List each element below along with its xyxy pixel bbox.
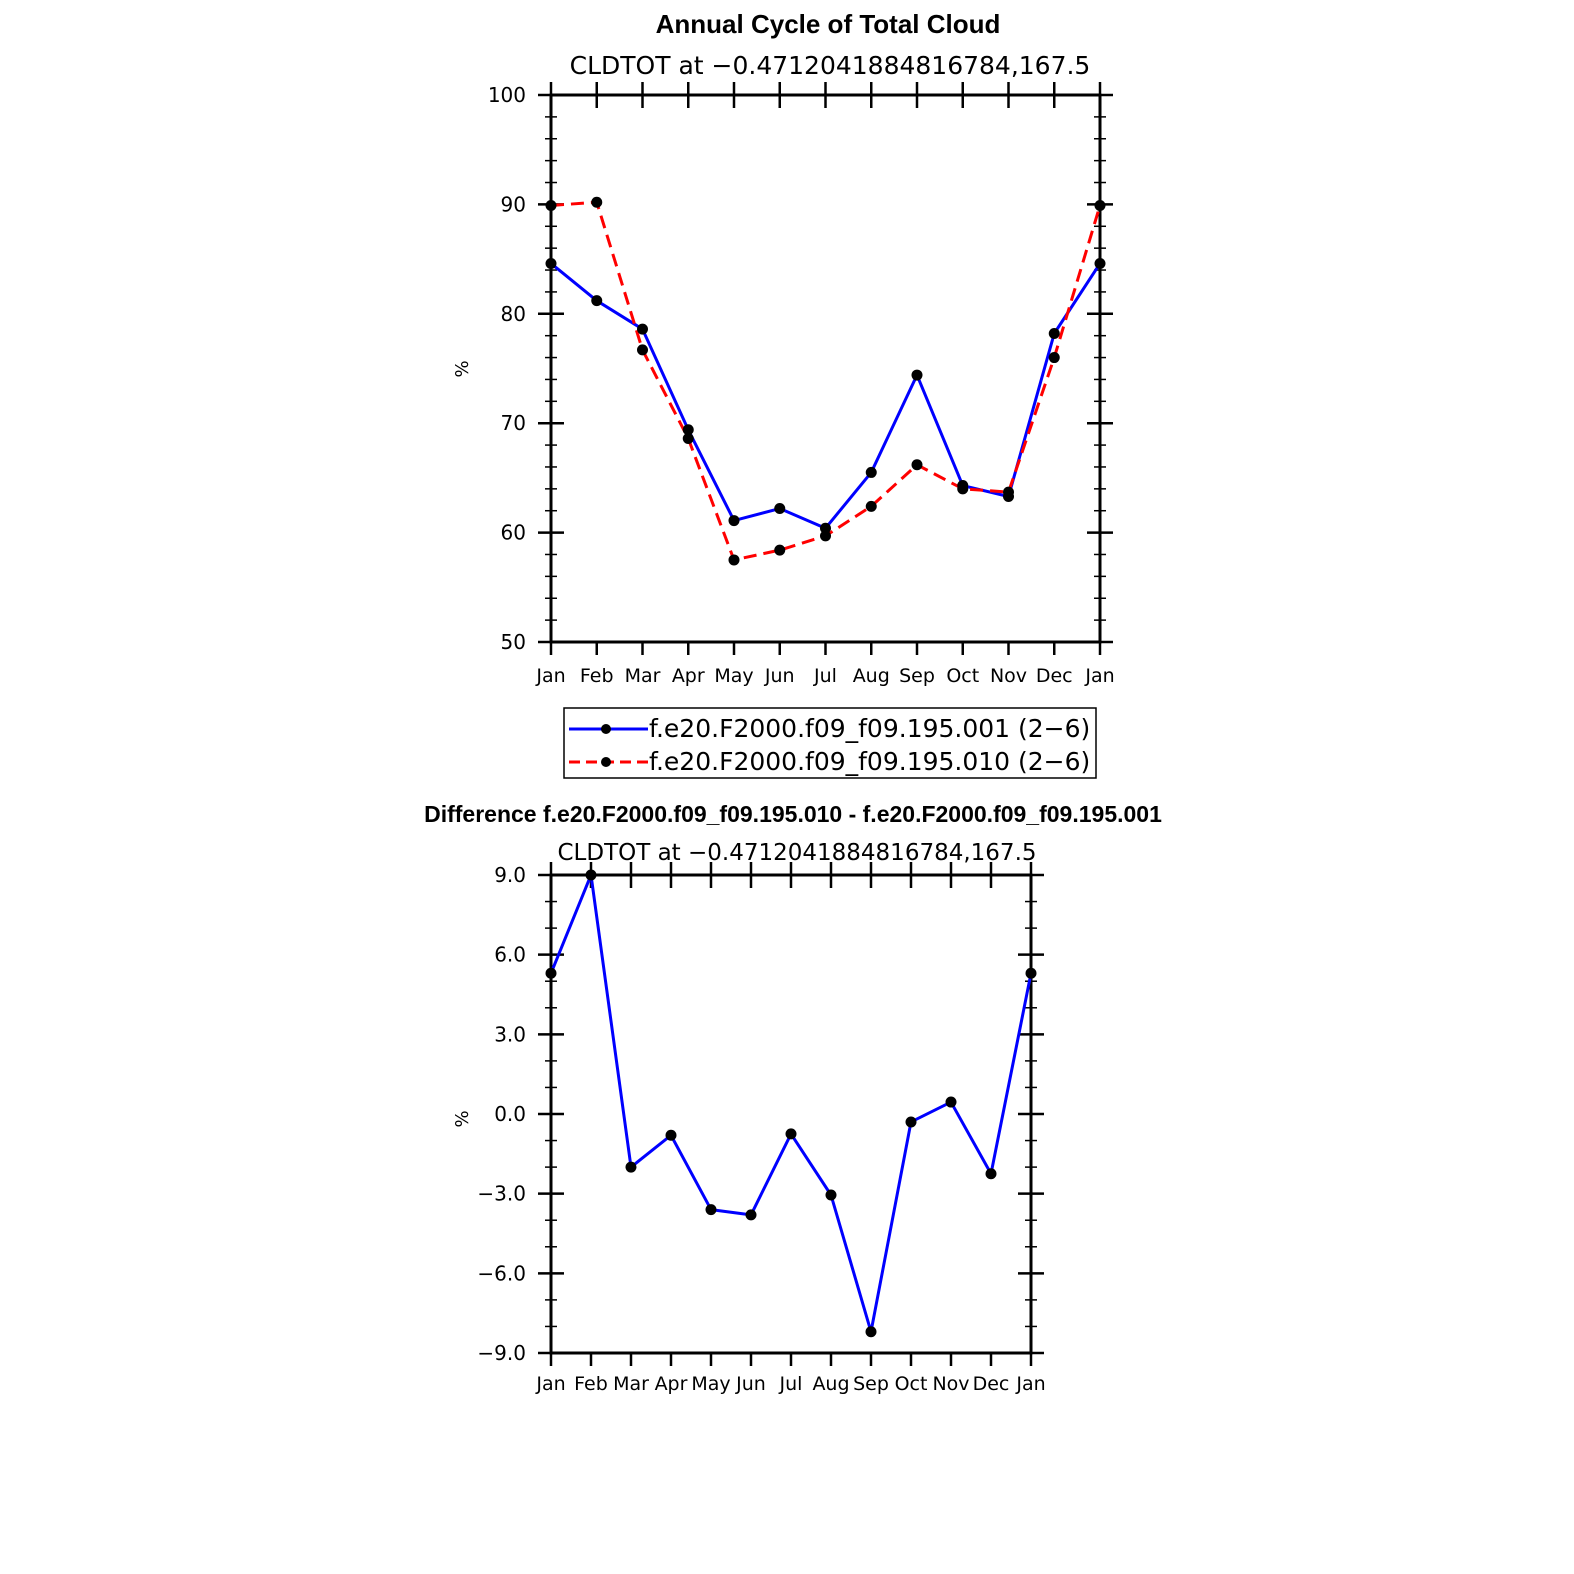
bottom-chart-ylabel: % xyxy=(452,1110,473,1127)
bottom-ytick-label: 6.0 xyxy=(494,943,526,967)
bottom-chart-title: Difference f.e20.F2000.f09_f09.195.010 -… xyxy=(424,801,1162,827)
top-xtick-label: Feb xyxy=(580,665,614,687)
bottom-series-1-point xyxy=(745,1209,757,1221)
top-series-1-point xyxy=(820,522,831,534)
legend-label-series-1: f.e20.F2000.f09_f09.195.001 (2−6) xyxy=(649,714,1090,743)
bottom-ytick-label: −9.0 xyxy=(477,1341,526,1365)
top-series-1-point xyxy=(682,424,694,436)
bottom-series-1-point xyxy=(945,1096,957,1108)
top-series-1-line xyxy=(550,262,1102,530)
top-series-2-point xyxy=(1003,486,1014,498)
bottom-ytick-label: 3.0 xyxy=(494,1022,526,1046)
bottom-series-1-point xyxy=(665,1129,677,1141)
bottom-xtick-label: Jan xyxy=(1015,1373,1045,1395)
top-xtick-label: Apr xyxy=(672,665,705,687)
top-xtick-label: Jan xyxy=(535,665,565,687)
bottom-xtick-label: Nov xyxy=(932,1373,969,1395)
bottom-chart-subtitle: CLDTOT at −0.4712041884816784,167.5 xyxy=(557,840,1036,866)
top-series-1-point xyxy=(1094,257,1106,269)
bottom-xtick-label: Apr xyxy=(655,1373,688,1395)
top-ytick-label: 60 xyxy=(501,521,526,545)
top-series-1-point xyxy=(774,503,786,515)
top-series-2-line xyxy=(550,200,1102,562)
top-ytick-label: 70 xyxy=(501,411,526,435)
bottom-ytick-label: 0.0 xyxy=(494,1102,526,1126)
top-series-2-point xyxy=(728,554,740,566)
top-xtick-label: Sep xyxy=(899,665,935,687)
top-ytick-label: 50 xyxy=(501,630,526,654)
top-chart-ylabel: % xyxy=(452,360,473,377)
top-xtick-label: Oct xyxy=(946,665,979,687)
top-series-2-point xyxy=(1094,199,1106,211)
bottom-series-1-point xyxy=(825,1189,837,1201)
top-ytick-label: 80 xyxy=(501,302,526,326)
bottom-xtick-label: Dec xyxy=(973,1373,1010,1395)
bottom-xtick-label: Jul xyxy=(779,1373,803,1395)
top-series-2-point xyxy=(957,483,969,495)
bottom-xtick-label: Oct xyxy=(895,1373,928,1395)
top-series-2-point xyxy=(637,344,648,356)
bottom-xtick-label: Feb xyxy=(574,1373,608,1395)
top-series-1-point xyxy=(637,323,648,335)
top-plot-frame xyxy=(549,93,1102,644)
bottom-xtick-label: Sep xyxy=(853,1373,889,1395)
bottom-series-1-point xyxy=(985,1168,997,1180)
top-series-2-point xyxy=(591,196,603,208)
top-series-2-point xyxy=(820,530,831,542)
top-xtick-label: Jan xyxy=(1084,665,1114,687)
legend-box xyxy=(563,707,1097,779)
top-ytick-label: 90 xyxy=(501,192,526,216)
bottom-xtick-label: Jan xyxy=(535,1373,565,1395)
bottom-xtick-label: May xyxy=(691,1373,730,1395)
bottom-ytick-label: −6.0 xyxy=(477,1261,526,1285)
top-chart-plot: 50 60 70 80 90 100 Jan Feb Mar Apr May Jun Jul Aug Sep… xyxy=(488,82,1115,687)
top-xtick-label: Dec xyxy=(1036,665,1073,687)
bottom-ytick-label: 9.0 xyxy=(494,863,526,887)
bottom-series-1-line xyxy=(549,873,1033,1334)
bottom-series-1-point xyxy=(1025,967,1037,979)
bottom-series-1-point xyxy=(865,1326,877,1338)
top-chart-legend: f.e20.F2000.f09_f09.195.001 (2−6) f.e20.… xyxy=(563,707,1097,779)
top-series-1-point xyxy=(1048,327,1060,339)
bottom-series-1-point xyxy=(625,1161,637,1173)
top-series-2-point xyxy=(1048,352,1060,364)
bottom-series-1-point xyxy=(705,1204,717,1216)
top-xtick-label: Jul xyxy=(813,665,837,687)
bottom-ytick-label: −3.0 xyxy=(477,1182,526,1206)
bottom-series-1-point xyxy=(905,1116,917,1128)
top-xtick-label: Jun xyxy=(764,665,795,687)
top-xtick-label: Nov xyxy=(990,665,1027,687)
top-series-2-point xyxy=(774,544,786,556)
top-series-1-point xyxy=(728,515,740,527)
top-series-1-point xyxy=(545,257,557,269)
top-series-1-point xyxy=(911,369,923,381)
top-series-1-point xyxy=(591,295,603,307)
legend-marker-series-2 xyxy=(601,757,611,767)
legend-marker-series-1 xyxy=(601,724,611,734)
legend-label-series-2: f.e20.F2000.f09_f09.195.010 (2−6) xyxy=(649,747,1090,776)
top-xtick-label: Mar xyxy=(625,665,661,687)
top-xtick-label: Aug xyxy=(853,665,890,687)
top-series-2-point xyxy=(865,500,877,512)
top-series-2-point xyxy=(682,433,694,445)
top-chart-subtitle: CLDTOT at −0.4712041884816784,167.5 xyxy=(570,51,1091,80)
bottom-series-1-point xyxy=(785,1128,797,1140)
top-series-2-point xyxy=(911,459,923,471)
top-chart-title: Annual Cycle of Total Cloud xyxy=(656,9,1001,39)
bottom-xtick-label: Mar xyxy=(613,1373,649,1395)
top-ytick-label: 100 xyxy=(488,83,526,107)
bottom-xtick-label: Jun xyxy=(735,1373,766,1395)
bottom-series-1-point xyxy=(585,869,597,881)
bottom-series-1-point xyxy=(545,967,557,979)
bottom-xtick-label: Aug xyxy=(812,1373,849,1395)
top-series-2-point xyxy=(545,199,557,211)
top-xtick-label: May xyxy=(714,665,753,687)
top-series-1-point xyxy=(865,466,877,478)
